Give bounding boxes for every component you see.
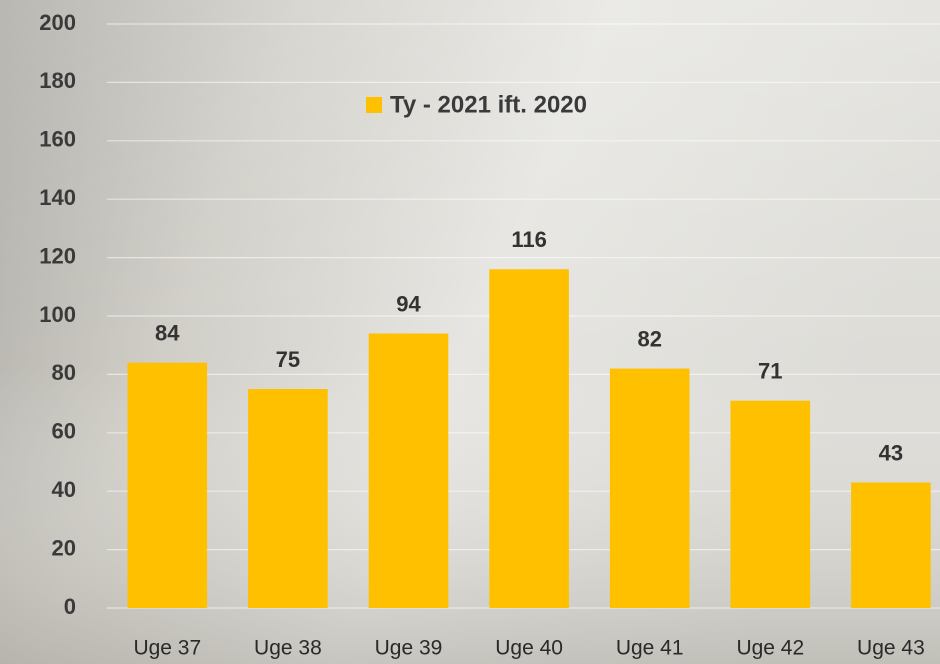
- legend-label: Ty - 2021 ift. 2020: [390, 91, 587, 118]
- x-tick-label: Uge 40: [495, 637, 563, 660]
- y-tick-label: 0: [64, 594, 76, 619]
- y-tick-label: 180: [39, 68, 76, 93]
- bar: [730, 400, 811, 608]
- bar: [609, 368, 690, 608]
- x-tick-label: Uge 42: [736, 637, 804, 660]
- value-label: 71: [758, 358, 782, 383]
- bar: [248, 389, 328, 608]
- x-tick-label: Uge 37: [133, 637, 201, 660]
- value-label: 84: [155, 321, 180, 346]
- y-tick-label: 100: [39, 302, 76, 327]
- value-label: 75: [276, 347, 300, 372]
- y-tick-label: 80: [52, 360, 76, 385]
- y-tick-label: 160: [39, 127, 76, 152]
- y-tick-label: 20: [52, 535, 76, 560]
- value-label: 94: [396, 291, 421, 316]
- value-label: 82: [637, 326, 661, 351]
- y-tick-label: 200: [39, 10, 76, 35]
- x-tick-label: Uge 43: [857, 637, 925, 660]
- x-tick-label: Uge 39: [375, 637, 443, 660]
- legend-swatch: [366, 97, 382, 113]
- value-label: 43: [879, 440, 903, 465]
- value-label: 116: [511, 227, 547, 252]
- y-tick-label: 140: [39, 185, 76, 210]
- x-tick-label: Uge 38: [254, 637, 322, 660]
- bar: [127, 362, 208, 608]
- x-tick-label: Uge 41: [616, 637, 684, 660]
- y-tick-label: 40: [52, 477, 76, 502]
- y-tick-label: 120: [39, 243, 76, 268]
- y-tick-label: 60: [52, 419, 76, 444]
- bar: [851, 482, 931, 608]
- bar: [368, 333, 449, 608]
- bar: [489, 269, 569, 608]
